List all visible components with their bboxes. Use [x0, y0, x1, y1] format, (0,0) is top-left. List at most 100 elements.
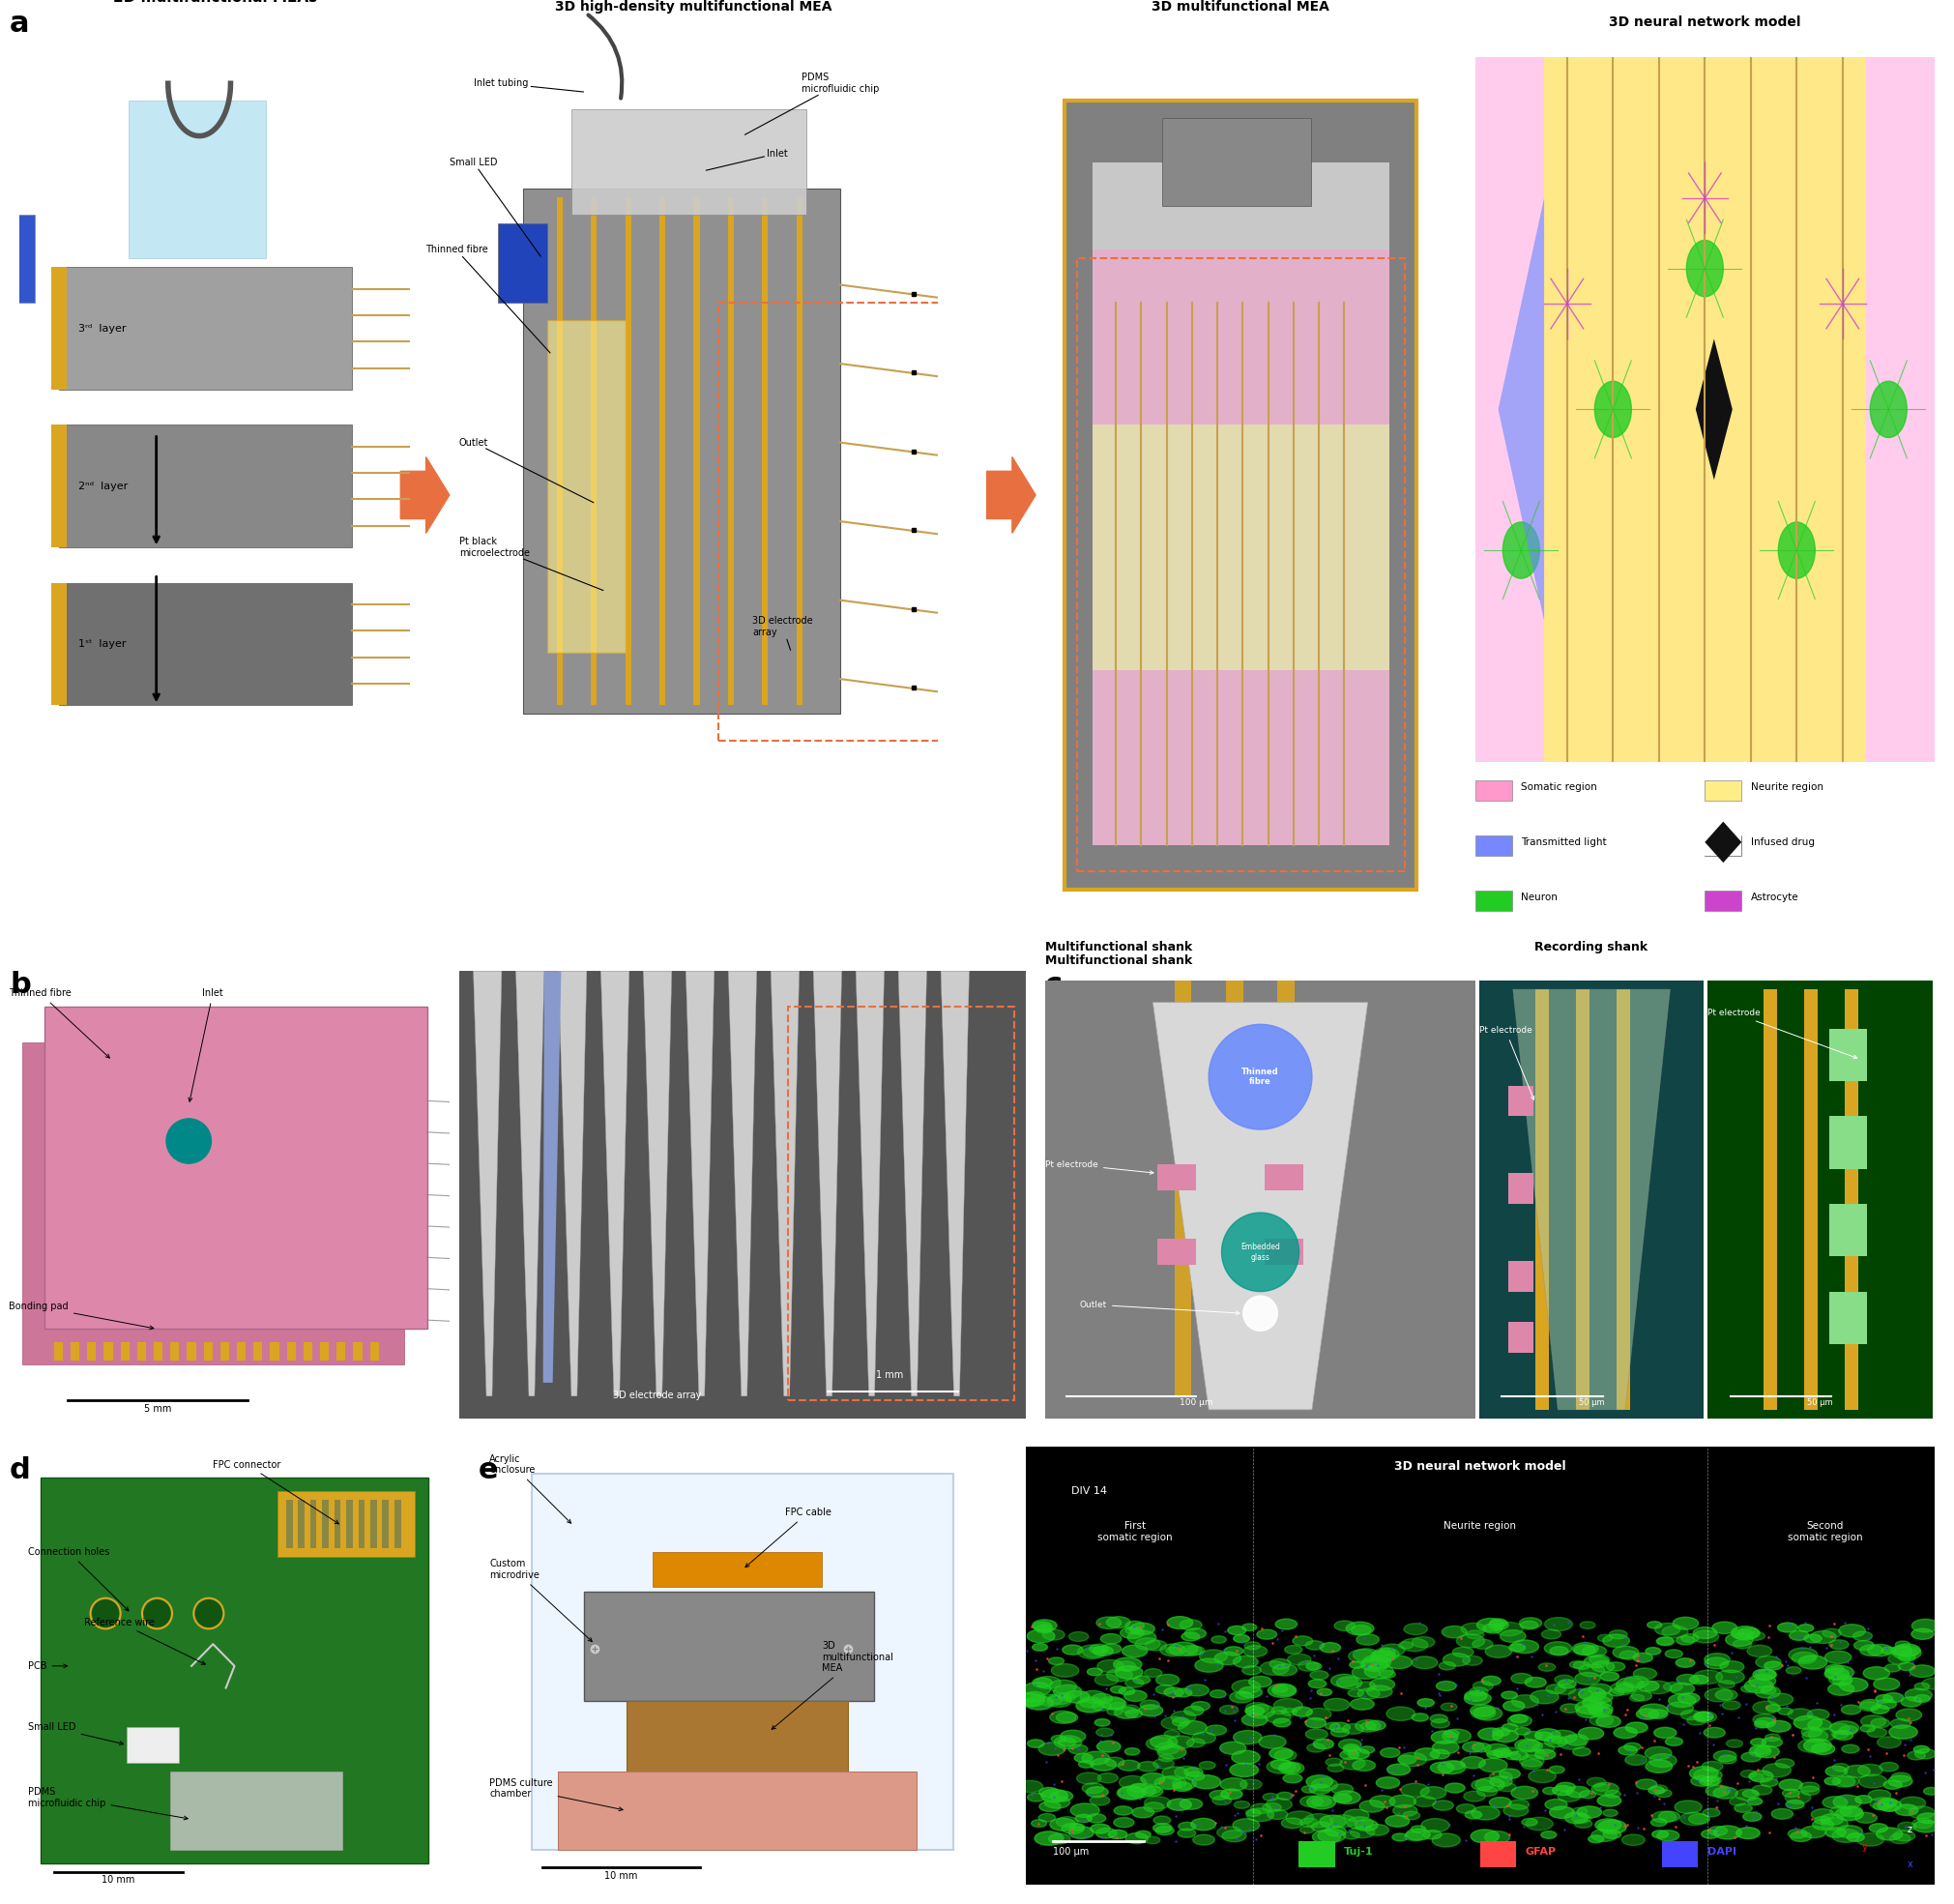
Circle shape	[1153, 1759, 1174, 1769]
FancyBboxPatch shape	[51, 425, 66, 548]
Polygon shape	[813, 971, 842, 1396]
Circle shape	[1575, 1700, 1604, 1714]
Text: 3D multifunctional MEA: 3D multifunctional MEA	[1153, 0, 1329, 13]
Circle shape	[1260, 1662, 1290, 1676]
Circle shape	[1807, 1719, 1831, 1731]
Circle shape	[1878, 1799, 1901, 1811]
Circle shape	[1460, 1757, 1485, 1769]
Circle shape	[1555, 1676, 1573, 1685]
Circle shape	[1635, 1708, 1659, 1719]
Circle shape	[1147, 1736, 1172, 1750]
Circle shape	[1456, 1634, 1485, 1647]
Circle shape	[1678, 1693, 1700, 1704]
Circle shape	[1110, 1702, 1126, 1710]
Circle shape	[1102, 1643, 1122, 1653]
Text: 1ˢᵗ  layer: 1ˢᵗ layer	[78, 640, 125, 649]
Circle shape	[1690, 1767, 1718, 1780]
Circle shape	[1618, 1746, 1637, 1755]
Circle shape	[1675, 1801, 1702, 1813]
Circle shape	[1528, 1769, 1555, 1782]
Circle shape	[1546, 1685, 1565, 1695]
Circle shape	[1704, 1656, 1729, 1670]
FancyBboxPatch shape	[1829, 1203, 1868, 1257]
Circle shape	[1108, 1830, 1127, 1839]
Circle shape	[1690, 1676, 1708, 1685]
Circle shape	[1651, 1784, 1667, 1794]
Circle shape	[1571, 1815, 1591, 1822]
Circle shape	[1602, 1830, 1622, 1839]
Circle shape	[1077, 1698, 1104, 1712]
Circle shape	[1016, 1693, 1045, 1706]
Circle shape	[1167, 1736, 1194, 1748]
Circle shape	[1503, 1748, 1518, 1755]
Circle shape	[1305, 1641, 1325, 1651]
Text: DAPI: DAPI	[1708, 1847, 1737, 1856]
Polygon shape	[729, 971, 756, 1396]
Circle shape	[1493, 1748, 1512, 1757]
Circle shape	[1292, 1636, 1313, 1645]
Circle shape	[1508, 1643, 1526, 1651]
Circle shape	[1385, 1815, 1409, 1828]
Circle shape	[1456, 1803, 1475, 1813]
Circle shape	[1079, 1696, 1102, 1708]
Circle shape	[1532, 1744, 1555, 1754]
Circle shape	[1755, 1656, 1780, 1668]
Circle shape	[1639, 1704, 1669, 1717]
FancyBboxPatch shape	[1704, 891, 1741, 910]
Circle shape	[1110, 1685, 1126, 1693]
Circle shape	[1909, 1664, 1934, 1677]
Circle shape	[1577, 1706, 1602, 1717]
Circle shape	[1714, 1788, 1737, 1799]
FancyBboxPatch shape	[170, 1771, 342, 1851]
Circle shape	[1841, 1805, 1862, 1816]
Circle shape	[1864, 1666, 1890, 1679]
Circle shape	[1579, 1687, 1606, 1700]
Circle shape	[1124, 1691, 1147, 1702]
Circle shape	[1589, 1702, 1612, 1716]
Circle shape	[1094, 1674, 1118, 1685]
Circle shape	[1487, 1750, 1503, 1757]
Circle shape	[1038, 1742, 1065, 1755]
FancyBboxPatch shape	[797, 198, 803, 704]
Circle shape	[1782, 1790, 1800, 1797]
Circle shape	[1550, 1765, 1565, 1773]
Text: 5 mm: 5 mm	[143, 1405, 172, 1415]
Circle shape	[166, 1120, 211, 1163]
Circle shape	[1733, 1639, 1753, 1649]
Circle shape	[1649, 1786, 1665, 1794]
FancyBboxPatch shape	[346, 1500, 354, 1548]
FancyBboxPatch shape	[1508, 1321, 1534, 1352]
FancyBboxPatch shape	[1264, 1165, 1303, 1190]
Circle shape	[1690, 1776, 1714, 1786]
Circle shape	[1587, 1778, 1606, 1786]
Circle shape	[1172, 1782, 1192, 1792]
FancyBboxPatch shape	[322, 1500, 328, 1548]
Text: 2ⁿᵈ  layer: 2ⁿᵈ layer	[78, 482, 127, 491]
Circle shape	[1747, 1632, 1764, 1641]
Circle shape	[1399, 1752, 1426, 1767]
Circle shape	[1327, 1763, 1344, 1773]
Circle shape	[1274, 1698, 1303, 1712]
Circle shape	[1178, 1822, 1196, 1830]
Circle shape	[1421, 1786, 1446, 1799]
Circle shape	[1899, 1653, 1915, 1662]
Text: Multifunctional shank: Multifunctional shank	[1045, 954, 1192, 967]
Circle shape	[1362, 1655, 1391, 1670]
Text: PDMS
microfluidic chip: PDMS microfluidic chip	[27, 1788, 188, 1820]
Circle shape	[1495, 1750, 1510, 1757]
Circle shape	[1194, 1658, 1223, 1672]
Circle shape	[1391, 1834, 1409, 1841]
Circle shape	[1526, 1750, 1546, 1759]
Circle shape	[1340, 1757, 1366, 1769]
Circle shape	[1036, 1624, 1053, 1634]
Circle shape	[1430, 1761, 1454, 1773]
Circle shape	[1163, 1767, 1188, 1780]
Circle shape	[1729, 1797, 1747, 1805]
Circle shape	[1579, 1727, 1604, 1740]
Circle shape	[1622, 1834, 1645, 1845]
Circle shape	[1278, 1761, 1303, 1775]
Circle shape	[1370, 1679, 1395, 1691]
Circle shape	[1833, 1830, 1860, 1843]
Circle shape	[1764, 1662, 1782, 1670]
Text: Pt electrode: Pt electrode	[1479, 1026, 1534, 1101]
